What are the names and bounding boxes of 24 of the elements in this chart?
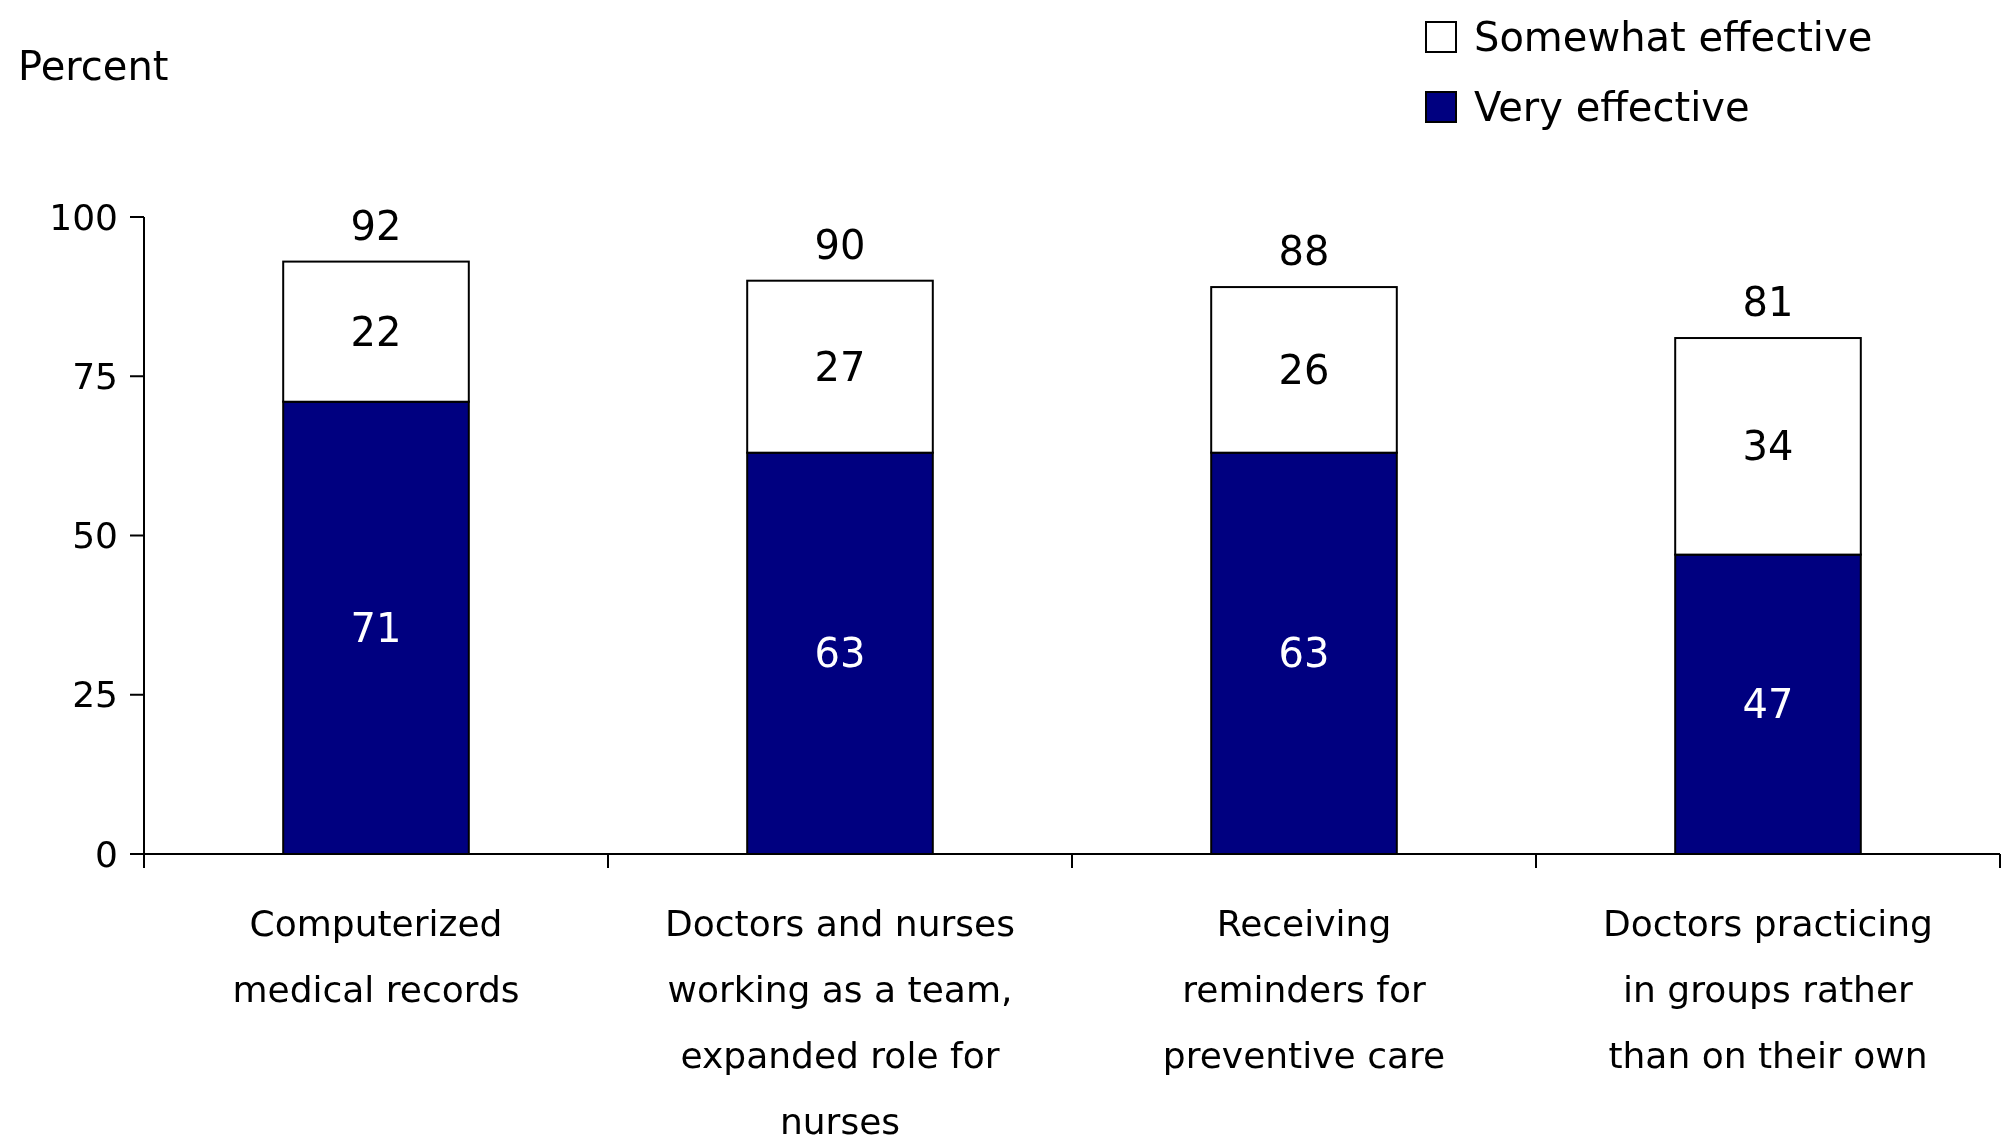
x-tick-label: Receiving reminders for preventive care <box>1162 903 1446 1076</box>
data-label: 22 <box>350 308 402 355</box>
total-label: 90 <box>814 221 866 268</box>
data-label: 27 <box>814 343 866 390</box>
total-label: 92 <box>350 202 402 249</box>
y-tick-label: 25 <box>72 674 118 716</box>
data-label: 34 <box>1742 423 1794 470</box>
legend-label: Somewhat effective <box>1474 14 1873 60</box>
legend-label: Very effective <box>1474 84 1750 130</box>
y-tick-label: 75 <box>72 355 118 397</box>
total-label: 88 <box>1278 228 1330 275</box>
y-tick-label: 100 <box>49 196 118 238</box>
data-label: 26 <box>1278 346 1330 393</box>
data-label: 63 <box>814 630 866 677</box>
data-label: 63 <box>1278 630 1330 677</box>
y-tick-label: 0 <box>95 833 118 875</box>
y-axis-title: Percent <box>18 43 169 89</box>
data-label: 71 <box>350 604 402 651</box>
x-tick-label: Doctors practicing in groups rather than on their own <box>1603 903 1933 1076</box>
x-tick-label: Computerized medical records <box>232 903 520 1010</box>
total-label: 81 <box>1742 279 1794 326</box>
data-label: 47 <box>1742 681 1794 728</box>
x-tick-label: Doctors and nurses working as a team, expanded role for nurses <box>665 903 1015 1142</box>
y-tick-label: 50 <box>72 515 118 557</box>
